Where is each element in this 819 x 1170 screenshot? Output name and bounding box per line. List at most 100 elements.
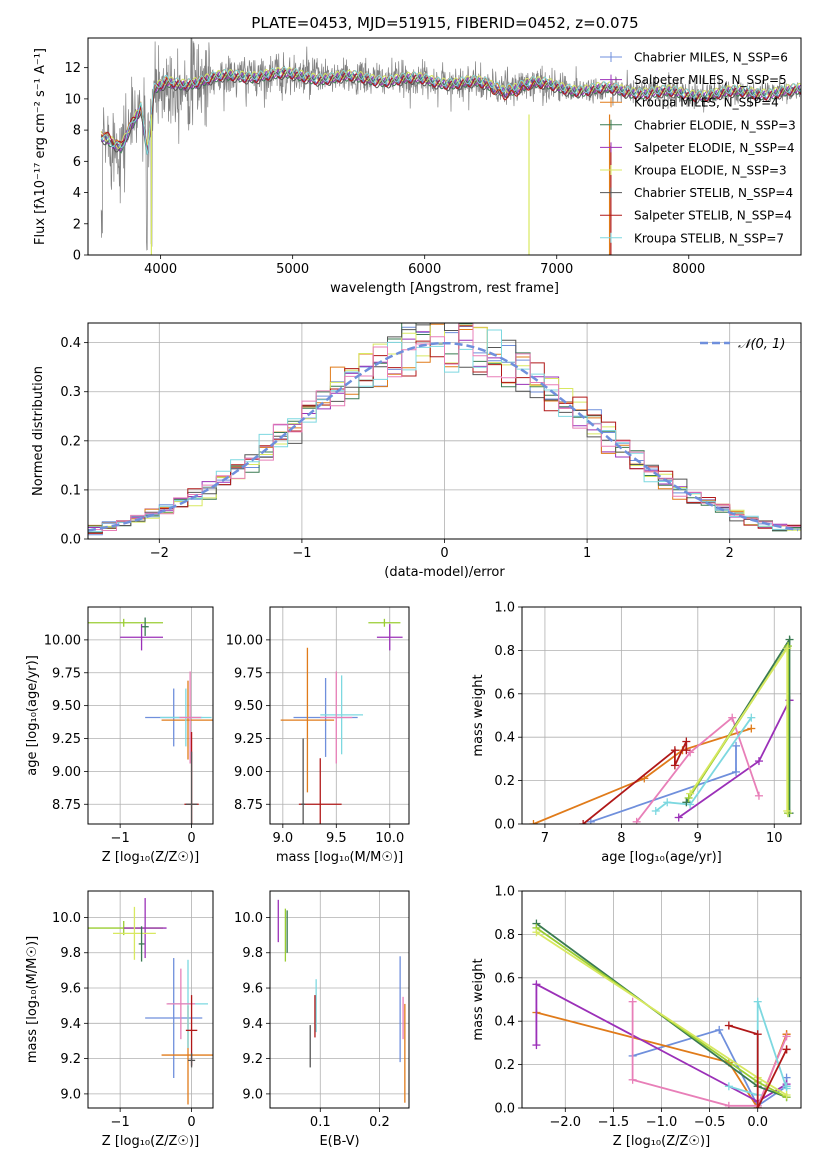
massweight-line-1 [533, 727, 752, 824]
y-tick-label: 0.2 [494, 774, 515, 789]
y-tick-label: 0.8 [494, 644, 515, 659]
y-tick-label: 9.25 [52, 732, 81, 747]
plot-area-mass-vs-EBV [277, 899, 406, 1103]
figure-title: PLATE=0453, MJD=51915, FIBERID=0452, z=0… [251, 14, 638, 32]
y-tick-label: 0.6 [494, 687, 515, 702]
massweight-line-3 [635, 716, 760, 823]
x-tick-label: 2 [726, 546, 734, 561]
x-tick-label: 1 [583, 546, 591, 561]
legend-label: Chabrier STELIB, N_SSP=4 [634, 186, 793, 200]
x-tick-label: 10 [766, 831, 783, 846]
x-axis-label: age [log₁₀(age/yr)] [601, 850, 722, 865]
y-tick-label: 10.00 [44, 633, 81, 648]
y-tick-label: 9.50 [234, 699, 263, 714]
x-tick-label: 0 [440, 546, 448, 561]
x-axis-label: E(B-V) [319, 1134, 359, 1149]
panel-mass-vs-EBV: 0.1 0.2 9.0 9.2 9.4 9.6 9.8 10.0 E(B-V) [234, 890, 410, 1149]
x-axis-label: Z [log₁₀(Z/Z☉)] [613, 1134, 710, 1149]
massweight-line-2 [535, 982, 788, 1103]
y-tick-label: 9.4 [242, 1017, 263, 1032]
x-tick-label: 8000 [672, 262, 705, 277]
axes-frame [269, 606, 410, 825]
panel-mass-vs-Z: −1 0 9.0 9.2 9.4 9.6 9.8 10.0 Z [log₁₀(Z/Z☉)] mas… [25, 890, 214, 1149]
y-axis-label: mass [log₁₀(M/M☉)] [25, 936, 40, 1063]
y-tick-label: 9.8 [242, 946, 263, 961]
x-tick-label: 0 [187, 831, 195, 846]
histogram-step-8 [88, 323, 801, 531]
y-tick-label: 9.0 [242, 1087, 263, 1102]
legend-label: Chabrier ELODIE, N_SSP=3 [634, 118, 796, 132]
plot-area-age-vs-mass [280, 618, 403, 824]
y-tick-label: 9.25 [234, 732, 263, 747]
y-tick-label: 0.4 [494, 731, 515, 746]
y-axis-label: Flux [fλ10⁻¹⁷ erg cm⁻² s⁻¹ A⁻¹] [33, 48, 48, 245]
legend-label: Salpeter ELODIE, N_SSP=4 [634, 141, 795, 155]
y-tick-label: 4 [73, 186, 81, 201]
x-tick-label: −1 [111, 1115, 130, 1130]
normal-curve [88, 341, 799, 532]
y-tick-label: 0.8 [494, 928, 515, 943]
legend-label: Salpeter STELIB, N_SSP=4 [634, 209, 792, 223]
plot-area-age-massweight [529, 635, 794, 824]
y-tick-label: 0.2 [60, 434, 81, 449]
x-axis-label: (data-model)/error [384, 565, 505, 580]
model-line-8 [100, 66, 801, 155]
plot-area-age-vs-Z [88, 617, 213, 824]
axes-frame [521, 890, 802, 1109]
massweight-line-4 [655, 717, 753, 812]
x-tick-label: 0.2 [369, 1115, 390, 1130]
y-tick-label: 10 [64, 92, 81, 107]
plot-area-mass-vs-Z [88, 898, 213, 1105]
x-tick-label: 5000 [276, 262, 309, 277]
y-tick-label: 0.4 [494, 1015, 515, 1030]
y-tick-label: 9.6 [60, 982, 81, 997]
y-axis-label: Normed distribution [31, 366, 46, 496]
y-tick-label: 0.3 [60, 385, 81, 400]
y-tick-label: 0.0 [60, 533, 81, 548]
y-tick-label: 9.50 [52, 699, 81, 714]
axes-frame [87, 37, 802, 256]
x-tick-label: 7000 [540, 262, 573, 277]
y-tick-label: 9.00 [234, 765, 263, 780]
legend-label: Kroupa STELIB, N_SSP=7 [634, 231, 784, 245]
y-tick-label: 9.75 [52, 666, 81, 681]
x-tick-label: 0 [187, 1115, 195, 1130]
y-tick-label: 12 [64, 61, 81, 76]
legend-label: Salpeter MILES, N_SSP=5 [634, 73, 787, 87]
x-tick-label: 7 [541, 831, 549, 846]
y-tick-label: 0.6 [494, 971, 515, 986]
legend-label: Chabrier MILES, N_SSP=6 [634, 51, 788, 65]
y-axis-label: mass weight [471, 674, 486, 756]
x-tick-label: −1.0 [646, 1115, 678, 1130]
y-tick-label: 9.6 [242, 982, 263, 997]
x-tick-label: 9.0 [272, 831, 293, 846]
x-tick-label: 4000 [144, 262, 177, 277]
x-tick-label: 9 [694, 831, 702, 846]
x-axis-label: mass [log₁₀(M/M☉)] [276, 850, 403, 865]
y-tick-label: 10.00 [226, 633, 263, 648]
y-tick-label: 8.75 [234, 798, 263, 813]
panel-age-vs-Z: −1 0 8.75 9.00 9.25 9.50 9.75 10.00 Z [log₁₀(Z/Z… [25, 606, 214, 865]
panel-residuals: −2 −1 0 1 2 0.0 0.1 0.2 0.3 0.4 (data-model)/error… [31, 322, 802, 580]
legend-label: 𝒩(0, 1) [738, 337, 785, 352]
y-tick-label: 2 [73, 217, 81, 232]
legend-label: Kroupa ELODIE, N_SSP=3 [634, 164, 787, 178]
y-tick-label: 9.2 [242, 1052, 263, 1067]
x-axis-label: Z [log₁₀(Z/Z☉)] [102, 1134, 199, 1149]
y-tick-label: 8.75 [52, 798, 81, 813]
y-tick-label: 1.0 [494, 601, 515, 616]
y-tick-label: 1.0 [494, 885, 515, 900]
massweight-line-7 [689, 645, 789, 811]
x-tick-label: −1 [292, 546, 311, 561]
y-tick-label: 9.8 [60, 946, 81, 961]
y-tick-label: 9.0 [60, 1087, 81, 1102]
x-tick-label: −1.5 [598, 1115, 630, 1130]
y-tick-label: 0.2 [494, 1058, 515, 1073]
y-tick-label: 10.0 [234, 911, 263, 926]
panel-spectrum: 4000 5000 6000 7000 8000 0 2 4 6 8 10 12 wavelength … [33, 37, 802, 296]
y-axis-label: mass weight [471, 958, 486, 1040]
y-tick-label: 9.75 [234, 666, 263, 681]
x-tick-label: −2.0 [550, 1115, 582, 1130]
y-tick-label: 9.2 [60, 1052, 81, 1067]
